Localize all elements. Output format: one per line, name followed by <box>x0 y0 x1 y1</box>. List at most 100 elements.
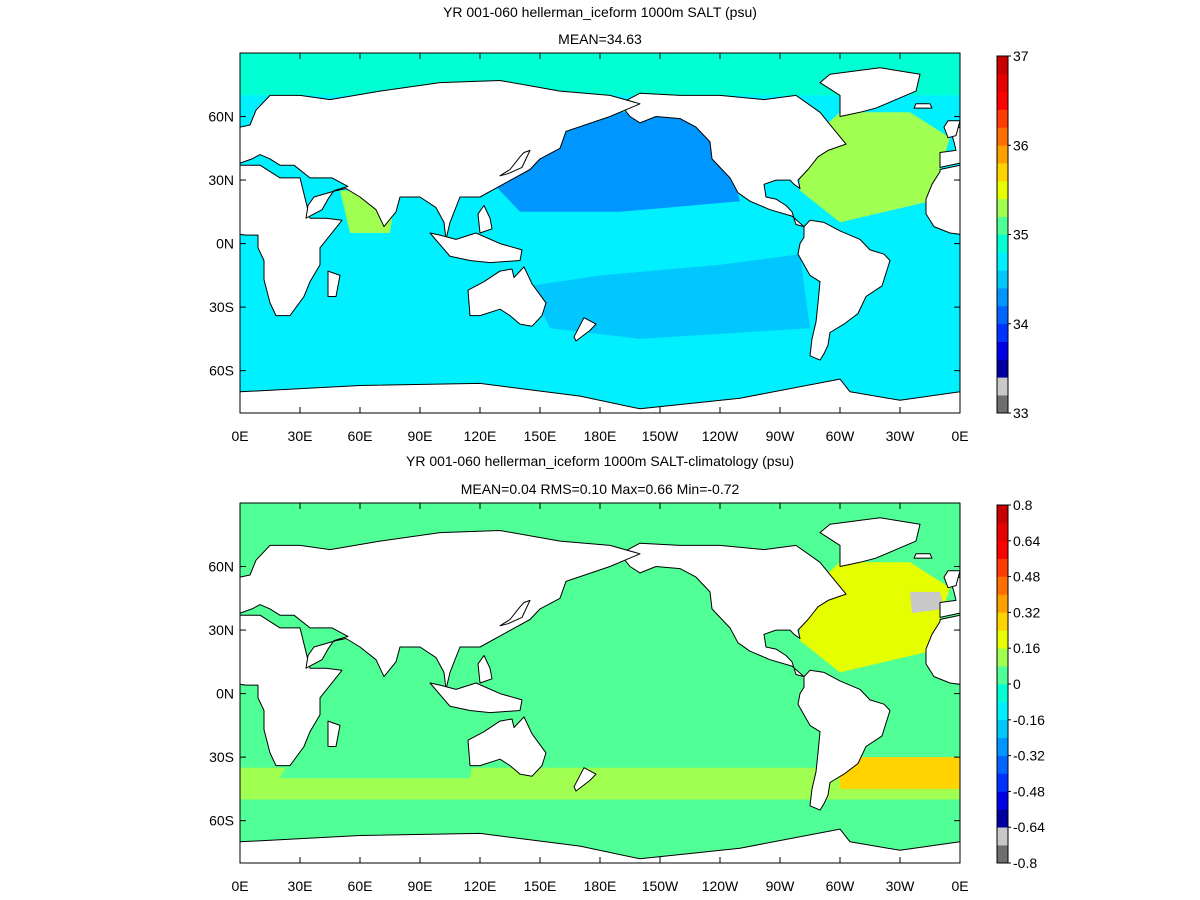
basin-southern-ocean <box>240 338 960 392</box>
landmass-africa <box>925 164 960 235</box>
colorbar-swatch <box>997 505 1008 524</box>
landmass-eurasia <box>939 126 960 168</box>
panel-salt: YR 001-060 hellerman_iceform 1000m SALT … <box>0 4 1029 444</box>
y-tick-label: 60S <box>209 363 234 379</box>
x-tick-label: 120W <box>702 428 739 444</box>
colorbar-swatch <box>997 684 1008 703</box>
x-tick-label: 150E <box>524 428 557 444</box>
landmass-southAmerica <box>78 670 170 810</box>
x-tick-label: 180E <box>584 428 617 444</box>
x-tick-label: 150E <box>524 878 557 894</box>
landmass-northAmerica <box>619 92 847 228</box>
y-tick-label: 60N <box>208 559 234 575</box>
colorbar-swatch <box>997 540 1008 559</box>
map-area: 0E 30E 60E 90E 120E 150E 180E 150W 120W 90W 60W 30W… <box>0 52 969 444</box>
colorbar-swatch <box>997 755 1008 774</box>
x-tick-label: 60W <box>826 878 856 894</box>
colorbar-swatch <box>997 341 1008 360</box>
chart-subtitle: MEAN=0.04 RMS=0.10 Max=0.66 Min=-0.72 <box>461 481 740 497</box>
y-tick-label: 60N <box>208 109 234 125</box>
chart-subtitle: MEAN=34.63 <box>558 31 642 47</box>
landmass-madagascar <box>327 270 341 297</box>
colorbar-swatch <box>997 305 1008 325</box>
colorbar-label: -0.8 <box>1013 855 1037 871</box>
colorbar-label: 37 <box>1013 48 1029 64</box>
landmass-antarctica <box>240 841 241 863</box>
landmass-britain <box>943 570 960 589</box>
colorbar-swatch <box>997 234 1008 253</box>
landmass-britain <box>943 120 960 139</box>
landmass-iceland <box>194 554 212 558</box>
basin-south-atlantic-band <box>840 757 960 789</box>
colorbar-label: 0.32 <box>1013 604 1040 620</box>
landmass-africa <box>925 614 960 685</box>
colorbar-swatch <box>997 216 1008 235</box>
landmass-indonesia <box>429 232 523 264</box>
landmass-africa <box>240 164 343 317</box>
x-tick-label: 180E <box>584 878 617 894</box>
colorbar-swatch <box>997 522 1008 542</box>
landmass-madagascar <box>327 720 341 747</box>
x-tick-label: 0E <box>231 428 248 444</box>
colorbar-swatch <box>997 719 1008 738</box>
colorbar-label: 36 <box>1013 137 1029 153</box>
x-tick-label: 90E <box>408 428 433 444</box>
colorbar-label: 0.16 <box>1013 640 1040 656</box>
x-tick-label: 0E <box>231 878 248 894</box>
colorbar-swatch <box>997 558 1008 577</box>
colorbar-swatch <box>997 73 1008 92</box>
colorbar-swatch <box>997 270 1008 289</box>
panel-salt-anomaly: YR 001-060 hellerman_iceform 1000m SALT-… <box>0 453 1045 894</box>
y-tick-label: 0N <box>216 236 234 252</box>
landmass-iceland <box>913 103 933 109</box>
x-tick-label: 30E <box>288 878 313 894</box>
landmass-newZealand <box>573 317 597 342</box>
basin-gulf-stream-anomaly <box>910 591 944 614</box>
colorbar-label: 0.64 <box>1013 533 1040 549</box>
colorbar-swatch <box>997 630 1008 649</box>
colorbar-swatch <box>997 127 1008 146</box>
y-tick-label: 30S <box>209 299 234 315</box>
colorbar-swatch <box>997 648 1008 667</box>
colorbar: 0.8 0.64 0.48 0.32 0.16 0 -0.16 -0.32 -0.48 -0.64… <box>996 497 1045 871</box>
landmass-northAmerica <box>619 542 847 678</box>
colorbar-swatch <box>997 809 1008 828</box>
colorbar-swatch <box>997 576 1008 595</box>
landmass-northAmerica <box>0 93 126 226</box>
landmass-newZealand <box>573 767 597 792</box>
x-tick-label: 120E <box>464 428 497 444</box>
colorbar-label: 35 <box>1013 227 1029 243</box>
landmass-australia <box>467 716 547 777</box>
landmass-greenland <box>819 517 921 567</box>
landmass-eurasia <box>240 530 641 690</box>
colorbar-swatch <box>997 827 1008 846</box>
colorbar-label: -0.64 <box>1013 819 1045 835</box>
colorbar-swatch <box>997 288 1008 307</box>
colorbar-swatch <box>997 612 1008 631</box>
landmass-eurasia <box>939 576 960 618</box>
chart-title: YR 001-060 hellerman_iceform 1000m SALT-… <box>406 453 794 469</box>
x-tick-label: 0E <box>951 878 968 894</box>
x-tick-label: 30W <box>886 428 916 444</box>
y-tick-label: 0N <box>216 686 234 702</box>
landmass-antarctica <box>240 391 241 413</box>
colorbar-swatch <box>997 163 1008 182</box>
x-tick-label: 60E <box>348 878 373 894</box>
y-tick-label: 30N <box>208 172 234 188</box>
x-tick-label: 30E <box>288 428 313 444</box>
x-tick-label: 60W <box>826 428 856 444</box>
colorbar-label: 0.8 <box>1013 497 1033 513</box>
basin-arctic <box>240 53 960 96</box>
colorbar-swatch <box>997 359 1008 378</box>
colorbar-swatch <box>997 666 1008 685</box>
colorbar-swatch <box>997 56 1008 75</box>
landmass-northAmerica <box>0 543 126 676</box>
colorbar-swatch <box>997 145 1008 164</box>
landmass-japan <box>499 149 531 177</box>
colorbar: 37 36 35 34 33 <box>996 48 1029 421</box>
landmass-greenland <box>100 68 200 117</box>
landmass-greenland <box>100 518 200 567</box>
landmass-antarctica <box>240 378 960 413</box>
landmass-antarctica <box>240 828 960 863</box>
